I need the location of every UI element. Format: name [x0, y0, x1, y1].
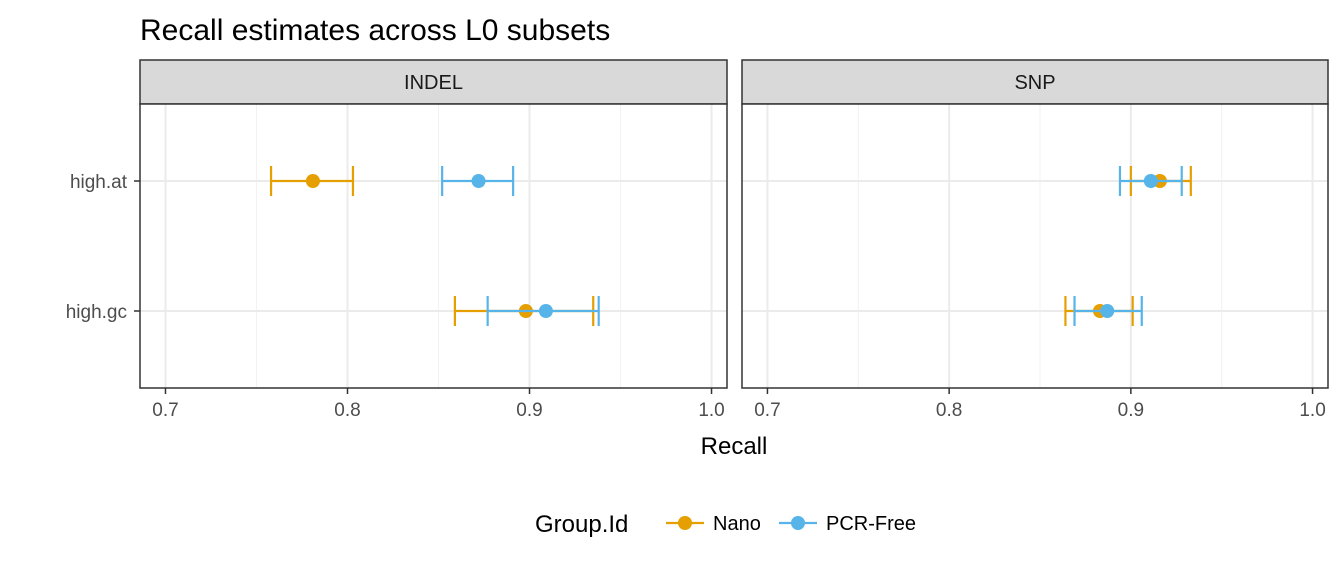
point-nano-high.at: [305, 174, 320, 188]
panel-border: [139, 103, 728, 389]
panel-border: [741, 103, 1329, 389]
legend-label: PCR-Free: [826, 513, 916, 535]
panel-background: [140, 104, 727, 388]
errorbar-nano-high.at: [269, 166, 355, 196]
x-tick-label: 0.8: [334, 400, 360, 421]
point-pcr-free-high.gc: [1100, 304, 1115, 318]
x-tick-label: 0.7: [152, 400, 178, 421]
x-tick-label: 0.8: [936, 400, 962, 421]
x-axes: 0.7 0.8 0.9 1.0 0.7 0.8 0.9 1.0: [152, 388, 1326, 421]
legend-key-point: [678, 516, 692, 530]
legend-title: Group.Id: [535, 511, 628, 538]
point-pcr-free-high.at: [471, 174, 486, 188]
y-tick-label-high.gc: high.gc: [66, 302, 127, 323]
legend-label: Nano: [713, 513, 761, 535]
facet-strip-label: SNP: [1014, 72, 1055, 94]
errorbar-pcr-free-high.at: [1118, 166, 1183, 196]
errorbar-pcr-free-high.gc: [486, 296, 600, 326]
facet-strip: [139, 59, 728, 105]
x-tick-label: 0.9: [1118, 400, 1144, 421]
y-tick-label-high.at: high.at: [70, 172, 128, 193]
point-pcr-free-high.at: [1143, 174, 1158, 188]
x-tick-label: 1.0: [1299, 400, 1325, 421]
x-axis-indel: 0.7 0.8 0.9 1.0: [152, 388, 725, 421]
facet-panels: INDEL SNP: [139, 59, 1329, 389]
x-tick-label: 0.9: [516, 400, 542, 421]
legend: Group.Id Nano PCR-Free: [535, 511, 916, 538]
legend-item-nano: Nano: [666, 513, 761, 535]
chart-title: Recall estimates across L0 subsets: [140, 14, 610, 47]
errorbar-pcr-free-high.at: [441, 166, 515, 196]
x-tick-label: 1.0: [698, 400, 724, 421]
x-tick-label: 0.7: [754, 400, 780, 421]
legend-key-point: [791, 516, 805, 530]
legend-item-pcr-free: PCR-Free: [779, 513, 916, 535]
x-axis-title: Recall: [701, 433, 768, 460]
facet-strip: [741, 59, 1329, 105]
x-axis-snp: 0.7 0.8 0.9 1.0: [754, 388, 1326, 421]
facet-panel-snp: SNP: [741, 59, 1329, 389]
facet-strip-label: INDEL: [404, 72, 463, 94]
facet-panel-indel: INDEL: [139, 59, 728, 389]
errorbar-pcr-free-high.gc: [1073, 296, 1143, 326]
panel-background: [742, 104, 1328, 388]
y-axis: high.at high.gc: [66, 172, 140, 323]
point-pcr-free-high.gc: [538, 304, 553, 318]
